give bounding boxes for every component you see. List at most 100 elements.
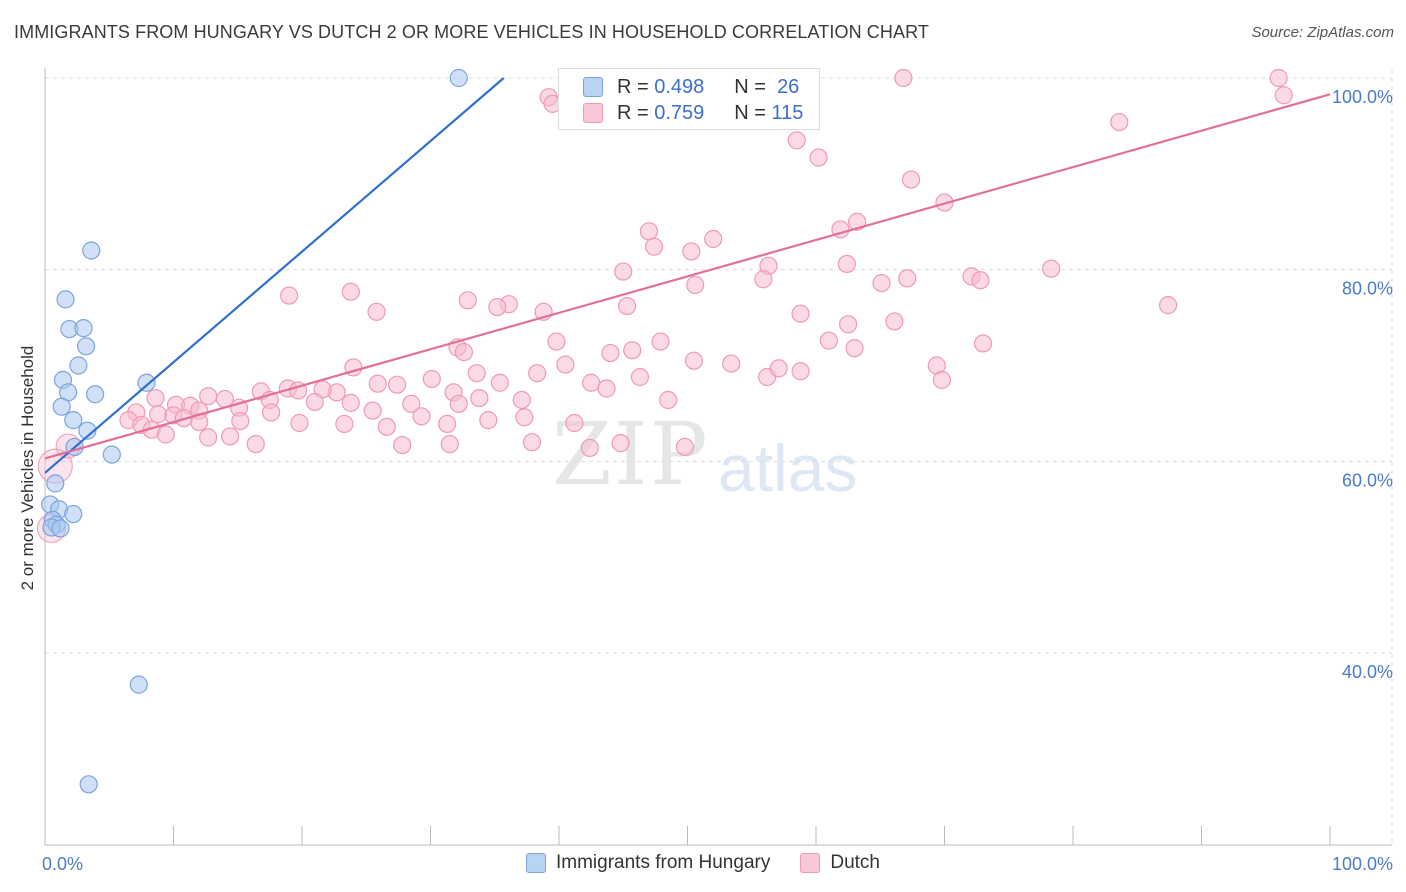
dutch-point-111: [522, 433, 542, 452]
dutch-point-19: [898, 269, 917, 288]
dutch-point-80: [146, 388, 165, 408]
dutch-swatch: [583, 103, 603, 123]
dutch-point-77: [449, 394, 468, 413]
dutch-point-20: [872, 273, 891, 293]
legend-label-dutch: Dutch: [830, 852, 880, 873]
dutch-point-101: [438, 414, 457, 434]
dutch-point-100: [377, 417, 396, 436]
dutch-point-44: [845, 339, 864, 358]
hungary-point-0: [449, 68, 468, 88]
dutch-point-91: [565, 413, 584, 433]
dutch-point-35: [791, 304, 810, 323]
hungary-point-10: [86, 385, 105, 404]
hungary-point-5: [77, 337, 96, 356]
bottom-legend: Immigrants from Hungary Dutch: [0, 852, 1406, 874]
hungary-point-23: [51, 519, 70, 538]
dutch-n-value: 115: [771, 101, 804, 124]
dutch-point-93: [148, 405, 168, 424]
dutch-point-43: [819, 331, 838, 350]
dutch-point-28: [280, 286, 299, 305]
dutch-point-23: [1042, 259, 1061, 278]
dutch-r-value: 0.759: [654, 101, 705, 124]
watermark-atlas: atlas: [718, 431, 858, 505]
y-tick-label-2: 80.0%: [1342, 279, 1393, 299]
dutch-point-14: [682, 242, 701, 261]
trend-lines: [44, 77, 1331, 474]
dutch-point-79: [512, 390, 531, 410]
dutch-point-15: [644, 237, 664, 256]
dutch-point-53: [722, 354, 741, 373]
dutch-point-56: [791, 362, 810, 381]
hungary-legend-swatch: [526, 853, 546, 873]
n-label: N =: [734, 101, 766, 124]
dutch-point-46: [973, 334, 993, 353]
tick-labels: 40.0% 60.0% 80.0% 100.0% 0.0% 100.0%: [42, 87, 1393, 874]
dutch-point-89: [479, 411, 498, 430]
stats-row-hungary: R = 0.498 N = 26: [583, 74, 799, 100]
dutch-point-65: [490, 373, 509, 392]
dutch-point-114: [675, 437, 695, 457]
dutch-point-76: [402, 394, 421, 413]
legend-label-hungary: Immigrants from Hungary: [556, 852, 771, 873]
dutch-point-52: [684, 351, 704, 370]
dutch-point-106: [199, 428, 218, 447]
dutch-point-112: [611, 434, 630, 453]
dutch-point-99: [335, 414, 354, 434]
y-tick-label-3: 100.0%: [1332, 87, 1393, 107]
hungary-point-19: [64, 504, 83, 524]
dutch-point-42: [623, 341, 642, 360]
r-label: R =: [617, 101, 649, 124]
dutch-point-63: [422, 369, 441, 389]
dutch-point-32: [488, 297, 507, 317]
legend-item-hungary[interactable]: Immigrants from Hungary: [526, 852, 770, 874]
hungary-trend-line: [44, 77, 505, 474]
dutch-point-27: [341, 282, 360, 301]
dutch-point-26: [686, 275, 705, 295]
dutch-point-69: [659, 390, 678, 410]
dutch-point-12: [704, 229, 723, 249]
dutch-point-55: [769, 359, 788, 378]
dutch-point-24: [1158, 296, 1178, 315]
dutch-point-18: [837, 254, 856, 274]
hungary-point-1: [82, 241, 101, 260]
y-tick-label-1: 60.0%: [1342, 470, 1393, 490]
y-tick-label-0: 40.0%: [1342, 662, 1393, 682]
dutch-point-108: [246, 434, 265, 454]
dutch-point-22: [971, 271, 990, 290]
dutch-point-85: [262, 403, 281, 422]
hungary-swatch: [583, 77, 603, 97]
dutch-point-7: [809, 148, 828, 167]
legend-item-dutch[interactable]: Dutch: [800, 852, 880, 874]
dutch-point-110: [440, 434, 459, 454]
hungary-point-11: [52, 397, 71, 416]
dutch-point-87: [363, 401, 382, 420]
dutch-point-78: [470, 388, 489, 408]
dutch-point-30: [458, 291, 477, 310]
dutch-point-113: [580, 438, 599, 458]
dutch-point-57: [932, 370, 952, 389]
gridlines: [45, 70, 1393, 845]
n-label: N =: [734, 75, 766, 98]
hungary-point-15: [102, 445, 121, 464]
dutch-point-97: [231, 411, 250, 431]
stats-legend: R = 0.498 N = 26 R = 0.759 N = 115: [558, 68, 820, 130]
hungary-point-24: [129, 675, 148, 694]
dutch-point-29: [367, 302, 386, 321]
dutch-point-62: [387, 375, 407, 394]
dutch-point-49: [467, 364, 486, 383]
hungary-point-13: [78, 421, 97, 440]
x-tick-label-0: 0.0%: [42, 854, 83, 874]
dutch-points: [36, 68, 1293, 543]
dutch-point-36: [839, 315, 858, 334]
dutch-point-40: [454, 342, 474, 362]
dutch-point-47: [651, 332, 670, 351]
dutch-point-51: [556, 355, 575, 374]
dutch-point-2: [1274, 86, 1293, 105]
dutch-legend-swatch: [800, 853, 821, 873]
dutch-point-75: [341, 393, 360, 412]
stats-row-dutch: R = 0.759 N = 115: [583, 100, 803, 126]
dutch-trend-line: [44, 93, 1331, 460]
dutch-point-66: [582, 373, 601, 392]
x-tick-label-1: 100.0%: [1332, 854, 1393, 874]
